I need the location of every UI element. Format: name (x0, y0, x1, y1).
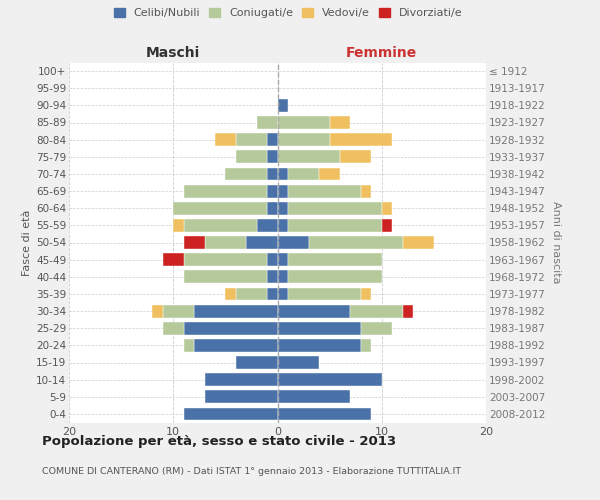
Bar (403, 236, 434, 249)
Bar (173, 219, 184, 232)
Bar (184, 184, 267, 198)
Legend: Celibi/Nubili, Coniugati/e, Vedovi/e, Divorziati/e: Celibi/Nubili, Coniugati/e, Vedovi/e, Di… (112, 6, 464, 20)
Bar (184, 236, 205, 249)
Bar (288, 253, 382, 266)
Bar (163, 322, 184, 334)
Bar (277, 322, 361, 334)
Text: Popolazione per età, sesso e stato civile - 2013: Popolazione per età, sesso e stato civil… (42, 435, 396, 448)
Bar (236, 150, 267, 163)
Bar (267, 133, 277, 146)
Bar (246, 236, 277, 249)
Bar (236, 288, 267, 300)
Bar (267, 253, 277, 266)
Bar (277, 253, 288, 266)
Bar (267, 202, 277, 214)
Bar (236, 133, 267, 146)
Bar (277, 150, 340, 163)
Bar (288, 288, 361, 300)
Bar (277, 168, 288, 180)
Bar (350, 304, 403, 318)
Bar (277, 373, 382, 386)
Bar (205, 390, 277, 403)
Y-axis label: Anni di nascita: Anni di nascita (551, 201, 561, 284)
Bar (215, 133, 236, 146)
Bar (288, 270, 382, 283)
Bar (288, 202, 382, 214)
Bar (184, 253, 267, 266)
Bar (205, 373, 277, 386)
Bar (277, 390, 350, 403)
Bar (361, 322, 392, 334)
Bar (163, 304, 194, 318)
Bar (267, 288, 277, 300)
Bar (277, 339, 361, 352)
Bar (277, 202, 288, 214)
Bar (309, 236, 403, 249)
Bar (277, 288, 288, 300)
Bar (257, 116, 277, 129)
Bar (236, 356, 277, 369)
Bar (184, 322, 277, 334)
Bar (173, 202, 267, 214)
Bar (382, 219, 392, 232)
Bar (277, 184, 288, 198)
Bar (288, 219, 382, 232)
Bar (267, 150, 277, 163)
Bar (277, 99, 288, 112)
Text: COMUNE DI CANTERANO (RM) - Dati ISTAT 1° gennaio 2013 - Elaborazione TUTTITALIA.: COMUNE DI CANTERANO (RM) - Dati ISTAT 1°… (42, 468, 461, 476)
Bar (277, 270, 288, 283)
Bar (163, 253, 184, 266)
Bar (340, 150, 371, 163)
Bar (152, 304, 163, 318)
Bar (361, 288, 371, 300)
Bar (403, 304, 413, 318)
Bar (277, 356, 319, 369)
Bar (194, 304, 277, 318)
Bar (288, 184, 361, 198)
Bar (184, 270, 267, 283)
Bar (226, 168, 267, 180)
Text: Maschi: Maschi (146, 46, 200, 60)
Bar (277, 219, 288, 232)
Bar (277, 236, 309, 249)
Bar (277, 304, 350, 318)
Bar (288, 168, 319, 180)
Bar (267, 184, 277, 198)
Bar (319, 168, 340, 180)
Bar (382, 202, 392, 214)
Bar (257, 219, 277, 232)
Bar (277, 133, 329, 146)
Y-axis label: Fasce di età: Fasce di età (22, 210, 32, 276)
Bar (267, 270, 277, 283)
Bar (277, 408, 371, 420)
Text: Femmine: Femmine (346, 46, 418, 60)
Bar (184, 219, 257, 232)
Bar (361, 184, 371, 198)
Bar (329, 133, 392, 146)
Bar (267, 168, 277, 180)
Bar (277, 116, 329, 129)
Bar (361, 339, 371, 352)
Bar (329, 116, 350, 129)
Bar (184, 408, 277, 420)
Bar (205, 236, 246, 249)
Bar (226, 288, 236, 300)
Bar (184, 339, 194, 352)
Bar (194, 339, 277, 352)
